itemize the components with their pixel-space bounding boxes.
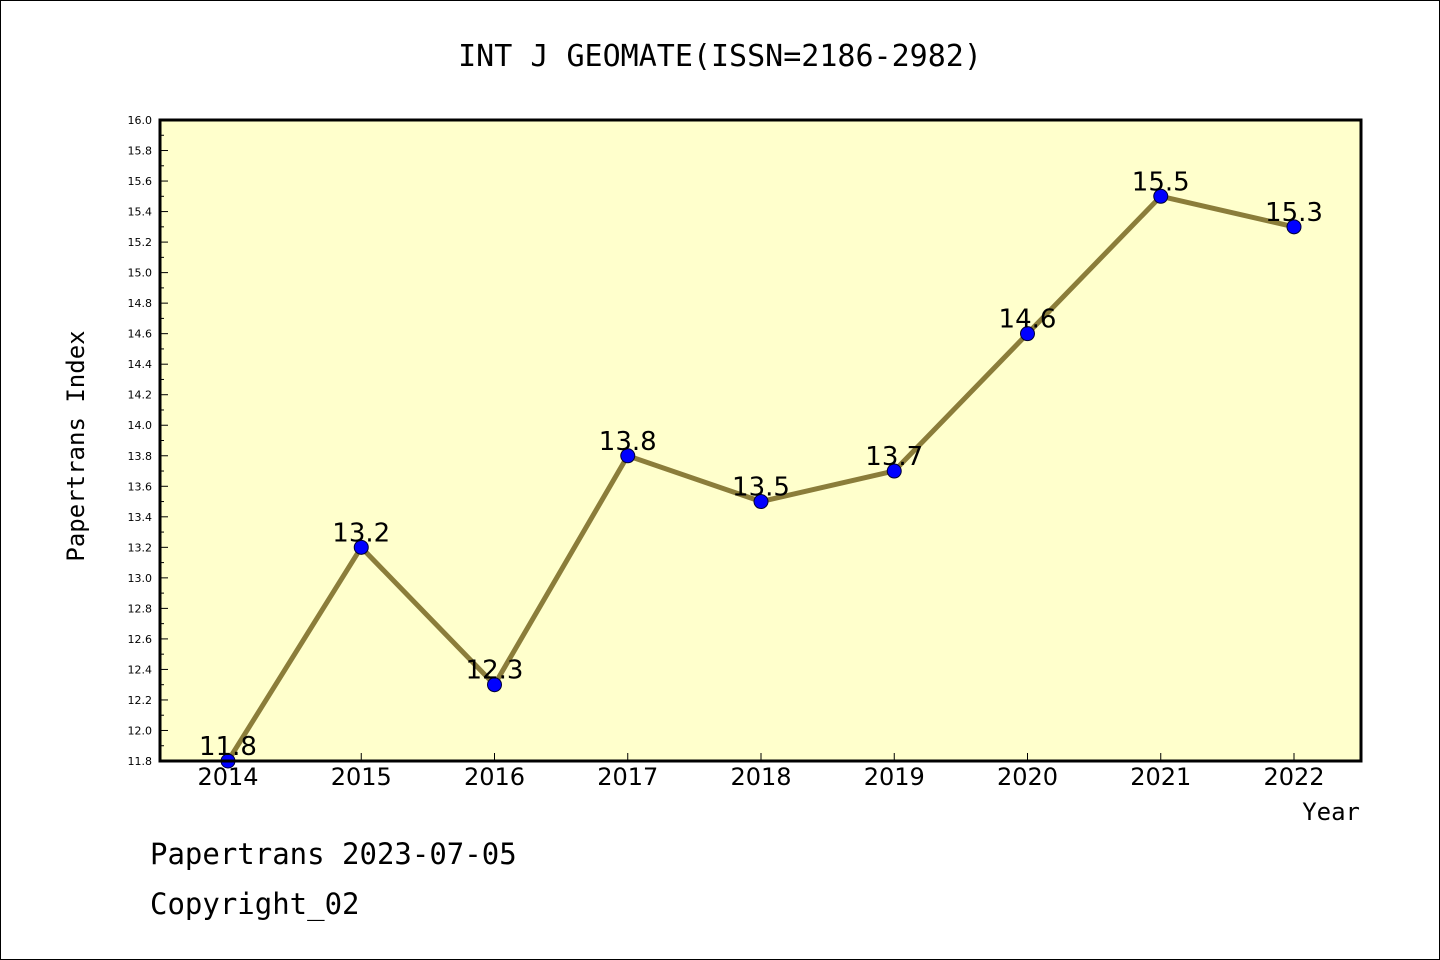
x-tick-label: 2016 xyxy=(464,763,525,791)
data-point xyxy=(620,448,636,464)
data-label: 15.5 xyxy=(1132,167,1190,197)
y-tick-label: 13.6 xyxy=(128,480,153,493)
footer-date: Papertrans 2023-07-05 xyxy=(150,837,517,871)
x-tick-label: 2018 xyxy=(730,763,791,791)
chart-title: INT J GEOMATE(ISSN=2186-2982) xyxy=(458,39,982,74)
y-tick-label: 16.0 xyxy=(128,114,153,127)
data-label: 13.5 xyxy=(732,473,790,503)
y-tick-label: 15.4 xyxy=(128,206,153,219)
data-point xyxy=(753,494,769,510)
y-tick-label: 14.2 xyxy=(128,389,153,402)
data-series: 11.8 13.2 12.3 13.8 13.5 13.7 14.6 15.5 15.3 xyxy=(199,167,1323,769)
x-axis: 2014 2015 2016 2017 2018 2019 2020 2021 2022 xyxy=(197,753,1325,791)
data-point xyxy=(487,677,502,693)
data-label: 13.7 xyxy=(865,442,923,472)
data-label: 13.8 xyxy=(599,427,657,457)
y-tick-label: 15.2 xyxy=(128,236,153,249)
data-label: 11.8 xyxy=(199,732,257,762)
data-point xyxy=(353,539,369,555)
y-tick-label: 13.4 xyxy=(128,511,153,524)
y-tick-label: 12.8 xyxy=(128,602,153,615)
plot-area xyxy=(160,120,1361,761)
y-tick-label: 12.0 xyxy=(128,724,153,737)
x-tick-label: 2017 xyxy=(597,763,658,791)
y-tick-label: 12.6 xyxy=(128,633,153,646)
y-tick-label: 13.2 xyxy=(128,541,153,554)
y-tick-label: 12.4 xyxy=(128,663,153,676)
y-tick-label: 13.0 xyxy=(128,572,153,585)
plot-border xyxy=(158,118,1363,763)
y-tick-label: 11.8 xyxy=(128,755,153,768)
y-tick-label: 14.4 xyxy=(128,358,153,371)
data-label: 12.3 xyxy=(466,656,524,686)
data-label: 14.6 xyxy=(999,305,1057,335)
y-tick-label: 12.2 xyxy=(128,694,153,707)
y-tick-label: 14.0 xyxy=(128,419,153,432)
data-point xyxy=(1286,219,1302,235)
data-label: 15.3 xyxy=(1265,198,1323,228)
y-tick-label: 15.6 xyxy=(128,175,153,188)
y-tick-label: 14.6 xyxy=(128,328,153,341)
x-tick-label: 2019 xyxy=(864,763,925,791)
y-tick-label: 14.8 xyxy=(128,297,153,310)
data-label: 13.2 xyxy=(332,518,390,548)
x-tick-label: 2015 xyxy=(331,763,392,791)
data-point xyxy=(1020,326,1035,342)
data-point xyxy=(1153,188,1169,204)
y-axis-title: Papertrans Index xyxy=(62,330,90,561)
y-tick-label: 13.8 xyxy=(128,450,153,463)
x-tick-label: 2021 xyxy=(1130,763,1191,791)
x-axis-title: Year xyxy=(1302,798,1360,826)
footer-copyright: Copyright_02 xyxy=(150,887,360,922)
y-tick-label: 15.8 xyxy=(128,145,153,158)
x-tick-label: 2020 xyxy=(997,763,1058,791)
x-tick-label: 2022 xyxy=(1263,763,1324,791)
y-tick-label: 15.0 xyxy=(128,267,153,280)
data-point xyxy=(886,463,902,479)
